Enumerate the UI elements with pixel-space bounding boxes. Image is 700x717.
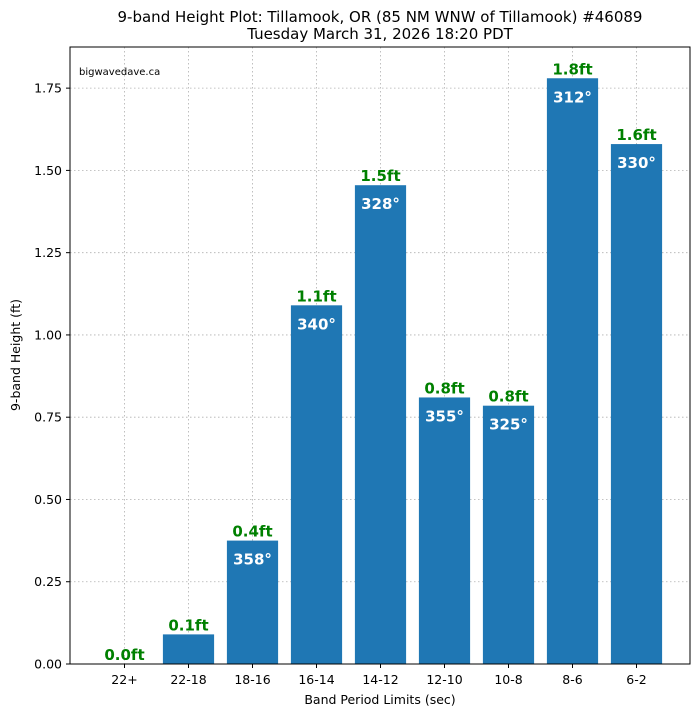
bar-16-14 [290, 305, 343, 664]
bar-18-16 [226, 540, 279, 664]
height-label: 0.4ft [232, 523, 272, 541]
direction-label: 312° [553, 88, 592, 106]
x-tick-label: 22+ [111, 672, 137, 687]
x-tick-label: 14-12 [362, 672, 398, 687]
y-tick-label: 0.00 [34, 657, 62, 672]
direction-label: 330° [617, 154, 656, 172]
y-axis: 0.00 0.25 0.50 0.75 1.00 1.25 1.50 1.75 [34, 81, 70, 672]
height-label: 0.8ft [424, 379, 464, 397]
x-tick-label: 16-14 [298, 672, 334, 687]
x-tick-label: 18-16 [234, 672, 270, 687]
bar-labels: 0.0ft 0.1ft 0.4ft 358° 1.1ft 340° 1.5ft 328° 0.8… [104, 60, 656, 664]
height-label: 0.8ft [488, 388, 528, 406]
bar-14-12 [354, 185, 407, 664]
y-tick-label: 0.75 [34, 410, 62, 425]
x-tick-label: 6-2 [626, 672, 646, 687]
y-tick-label: 0.25 [34, 574, 62, 589]
x-tick-label: 8-6 [562, 672, 582, 687]
direction-label: 325° [489, 416, 528, 434]
bar-12-10 [418, 397, 471, 664]
x-axis: 22+ 22-18 18-16 16-14 14-12 12-10 10-8 8-6 6-2 [111, 664, 647, 687]
bar-6-2 [610, 144, 663, 665]
direction-label: 355° [425, 407, 464, 425]
x-axis-label: Band Period Limits (sec) [304, 692, 455, 707]
y-tick-label: 0.50 [34, 492, 62, 507]
bar-10-8 [482, 405, 535, 664]
direction-label: 340° [297, 315, 336, 333]
y-tick-label: 1.75 [34, 81, 62, 96]
chart-title-line2: Tuesday March 31, 2026 18:20 PDT [246, 25, 513, 43]
direction-label: 358° [233, 551, 272, 569]
x-tick-label: 10-8 [494, 672, 522, 687]
chart-title-line1: 9-band Height Plot: Tillamook, OR (85 NM… [118, 8, 643, 26]
height-label: 1.1ft [296, 287, 336, 305]
height-label: 1.8ft [552, 60, 592, 78]
y-axis-label: 9-band Height (ft) [8, 299, 23, 411]
y-tick-label: 1.25 [34, 245, 62, 260]
height-label: 1.5ft [360, 167, 400, 185]
watermark: bigwavedave.ca [79, 67, 160, 78]
height-label: 0.1ft [168, 616, 208, 634]
bars [162, 78, 663, 665]
height-label: 1.6ft [616, 126, 656, 144]
bar-22-18 [162, 634, 215, 664]
bar-8-6 [546, 78, 599, 664]
height-label: 0.0ft [104, 646, 144, 664]
y-tick-label: 1.00 [34, 327, 62, 342]
direction-label: 328° [361, 195, 400, 213]
x-tick-label: 12-10 [426, 672, 462, 687]
x-tick-label: 22-18 [170, 672, 206, 687]
y-tick-label: 1.50 [34, 163, 62, 178]
